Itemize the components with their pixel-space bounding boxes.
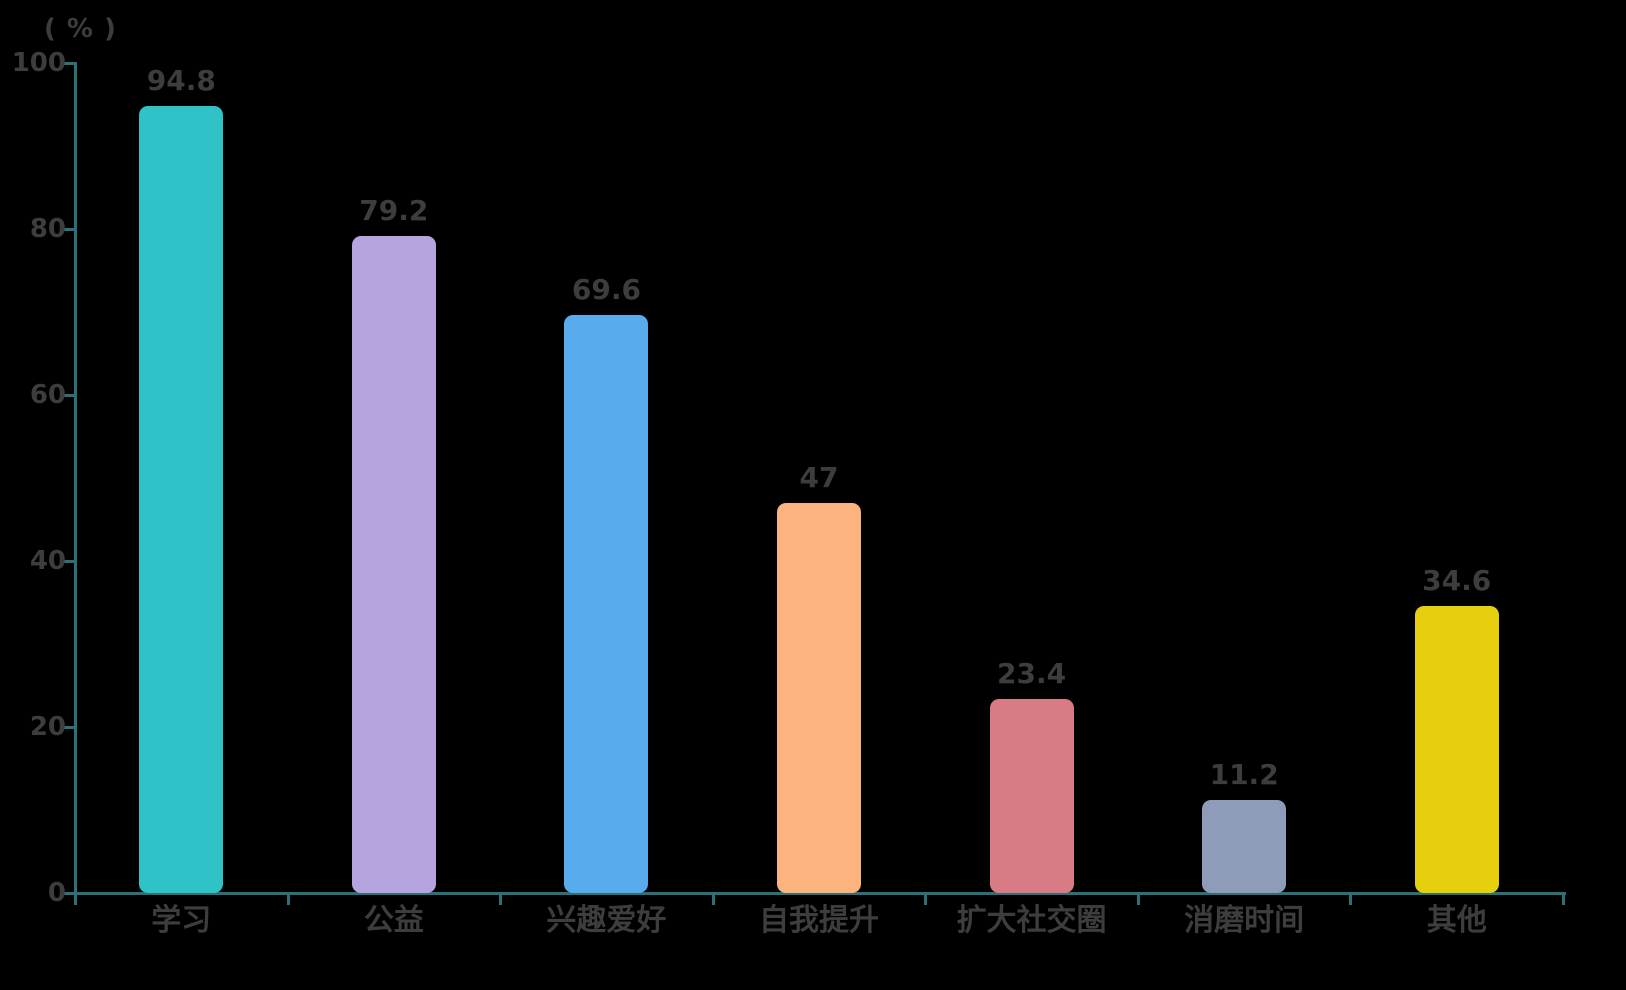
x-axis-category-label: 扩大社交圈 bbox=[956, 903, 1107, 938]
y-axis-tick bbox=[63, 726, 74, 729]
x-axis-category-label: 公益 bbox=[363, 903, 424, 938]
x-axis-tick bbox=[499, 892, 503, 905]
x-axis-tick bbox=[74, 892, 77, 905]
bar-4 bbox=[777, 502, 861, 893]
bar-7 bbox=[1414, 605, 1499, 893]
bar-value-label: 69.6 bbox=[571, 273, 641, 307]
x-axis-category-label: 学习 bbox=[151, 903, 212, 938]
y-axis-line bbox=[74, 62, 77, 895]
bar-value-label: 11.2 bbox=[1209, 758, 1279, 792]
x-axis-tick bbox=[711, 892, 715, 905]
x-axis-tick bbox=[924, 892, 928, 905]
y-axis-tick bbox=[63, 892, 74, 895]
y-axis-tick-label: 80 bbox=[29, 214, 66, 244]
y-axis-tick bbox=[63, 228, 74, 231]
x-axis-category-label: 自我提升 bbox=[759, 903, 879, 938]
y-axis-tick-label: 40 bbox=[29, 546, 66, 576]
x-axis-line bbox=[74, 892, 1566, 895]
bar-value-label: 23.4 bbox=[997, 656, 1067, 690]
bar-value-label: 94.8 bbox=[146, 64, 216, 98]
bar-value-label: 79.2 bbox=[359, 193, 429, 227]
x-axis-tick bbox=[1349, 892, 1353, 905]
bar-2 bbox=[351, 235, 436, 893]
bar-5 bbox=[989, 698, 1074, 893]
bar-value-label: 34.6 bbox=[1422, 563, 1492, 597]
bar-3 bbox=[564, 315, 649, 893]
y-axis-tick bbox=[63, 560, 74, 563]
x-axis-category-label: 其他 bbox=[1426, 903, 1487, 938]
y-axis-tick bbox=[63, 394, 74, 397]
y-axis-unit-label: ( % ) bbox=[44, 14, 117, 44]
y-axis-tick-label: 100 bbox=[11, 48, 66, 78]
y-axis-tick bbox=[63, 62, 74, 65]
bar-6 bbox=[1202, 800, 1287, 893]
x-axis-tick bbox=[1136, 892, 1140, 905]
x-axis-category-label: 兴趣爱好 bbox=[546, 903, 667, 938]
y-axis-tick-label: 20 bbox=[29, 712, 66, 742]
bar-value-label: 47 bbox=[799, 460, 839, 494]
y-axis-tick-label: 60 bbox=[29, 380, 66, 410]
y-axis-tick-label: 0 bbox=[47, 878, 66, 908]
x-axis-tick bbox=[1562, 892, 1565, 905]
x-axis-tick bbox=[286, 892, 290, 905]
bar-1 bbox=[139, 106, 224, 893]
x-axis-category-label: 消磨时间 bbox=[1184, 903, 1305, 938]
